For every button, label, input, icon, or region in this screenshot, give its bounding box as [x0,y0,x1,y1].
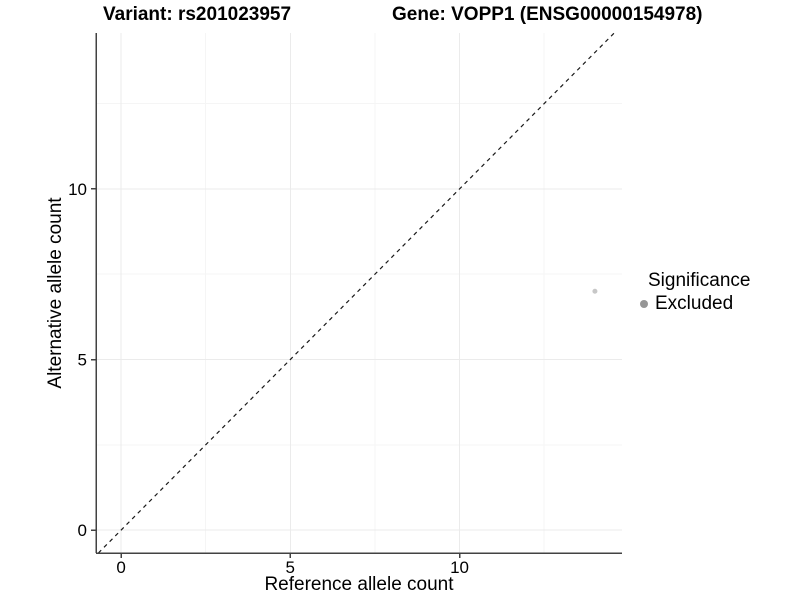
y-tick-label: 5 [78,351,87,370]
x-tick-label: 10 [450,558,469,577]
x-tick-label: 5 [286,558,295,577]
y-tick-label: 0 [78,521,87,540]
legend: Significance Excluded [637,270,750,315]
y-tick-label: 10 [68,180,87,199]
x-tick-label: 0 [116,558,125,577]
data-point [592,288,598,294]
legend-title: Significance [648,270,751,291]
plot-title-variant: Variant: rs201023957 [103,4,292,25]
legend-key-dot-icon [640,300,648,308]
identity-dashed-line [97,32,615,554]
y-axis-label: Alternative allele count [45,197,66,389]
plot-title-gene: Gene: VOPP1 (ENSG00000154978) [392,4,703,25]
x-axis-label: Reference allele count [264,574,454,595]
legend-entry-excluded: Excluded [637,293,750,315]
legend-entry-label: Excluded [655,293,734,314]
